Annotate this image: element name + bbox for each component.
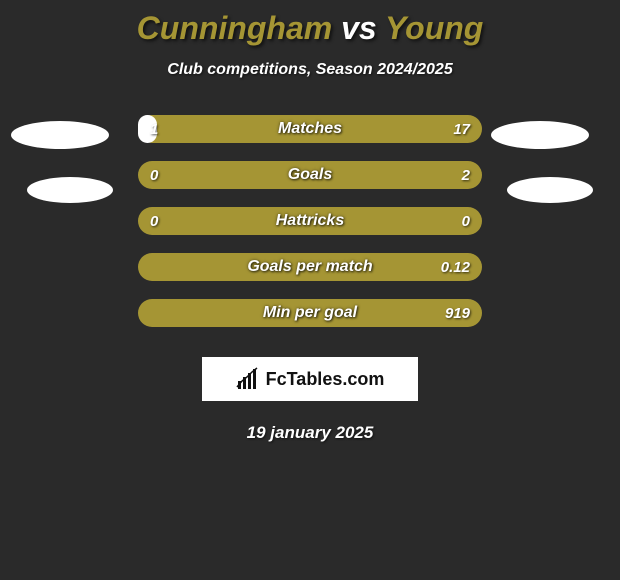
infographic-container: Cunningham vs Young Club competitions, S…: [0, 0, 620, 443]
stat-row: Hattricks0 0: [138, 207, 482, 235]
stats-rows: Matches117Goals02Hattricks00Goals per ma…: [0, 115, 620, 327]
stat-label: Hattricks: [138, 207, 482, 235]
vs-label: vs: [341, 10, 377, 46]
stat-row: Matches1 17: [138, 115, 482, 143]
page-title: Cunningham vs Young: [0, 0, 620, 47]
logo-text: FcTables.com: [266, 369, 385, 390]
stat-row: Goals per match0.12: [138, 253, 482, 281]
stat-value-right: 2: [462, 161, 470, 189]
logo-box: FcTables.com: [202, 357, 418, 401]
stat-label: Min per goal: [138, 299, 482, 327]
subtitle: Club competitions, Season 2024/2025: [0, 61, 620, 79]
stat-value-right: 919: [445, 299, 470, 327]
stat-label: Goals per match: [138, 253, 482, 281]
date-label: 19 january 2025: [0, 423, 620, 443]
bar-chart-icon: [236, 367, 260, 391]
stat-value-right: 0.12: [441, 253, 470, 281]
stat-value-right: 17: [453, 115, 470, 143]
stat-row: Min per goal919: [138, 299, 482, 327]
player1-name: Cunningham: [137, 10, 333, 46]
stat-value-left: 0: [150, 207, 158, 235]
player2-name: Young: [385, 10, 483, 46]
stat-label: Goals: [138, 161, 482, 189]
stat-value-left: 0: [150, 161, 158, 189]
stat-row: Goals0 2: [138, 161, 482, 189]
stat-value-right: 0: [462, 207, 470, 235]
stat-label: Matches: [138, 115, 482, 143]
stat-value-left: 1: [150, 115, 158, 143]
